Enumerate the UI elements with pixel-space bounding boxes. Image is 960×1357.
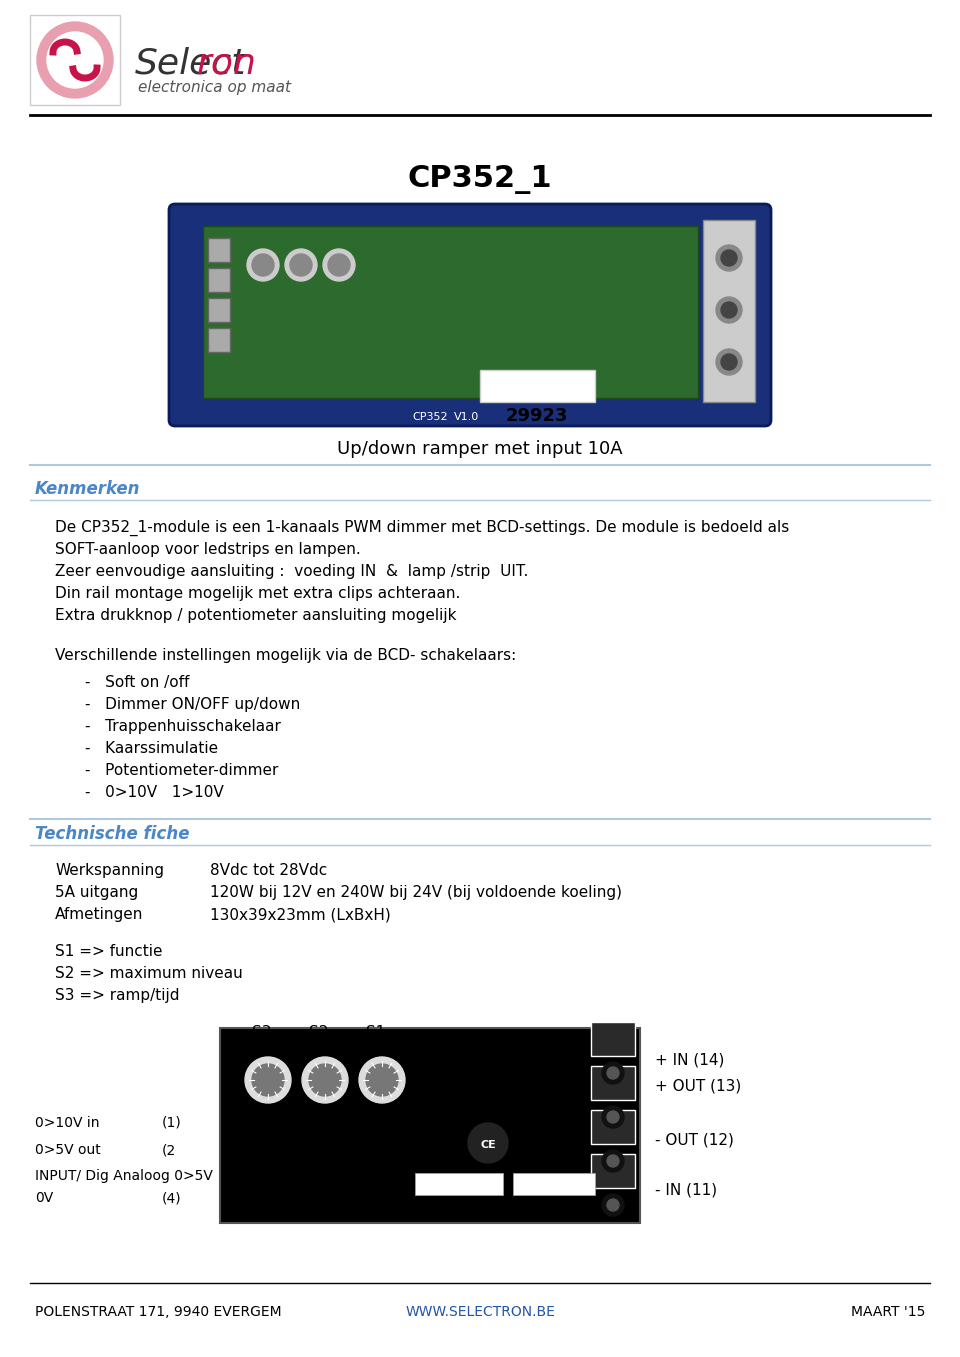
Text: Kenmerken: Kenmerken xyxy=(35,480,140,498)
Circle shape xyxy=(252,1064,284,1096)
Circle shape xyxy=(245,1057,291,1103)
Bar xyxy=(220,1029,640,1223)
Text: S2: S2 xyxy=(309,1025,328,1039)
Circle shape xyxy=(607,1200,619,1210)
Bar xyxy=(591,1110,635,1144)
Text: (1): (1) xyxy=(162,1115,181,1130)
Text: ron: ron xyxy=(197,47,257,81)
Text: - IN (11): - IN (11) xyxy=(655,1182,717,1197)
Circle shape xyxy=(323,248,355,281)
Circle shape xyxy=(716,246,742,271)
Circle shape xyxy=(252,254,274,275)
Text: V1.0: V1.0 xyxy=(454,413,480,422)
FancyBboxPatch shape xyxy=(30,15,120,104)
Text: Select: Select xyxy=(135,47,247,81)
Circle shape xyxy=(721,354,737,370)
Text: v1.1: v1.1 xyxy=(475,1201,496,1210)
Text: CP352: CP352 xyxy=(412,413,447,422)
Bar xyxy=(208,299,230,322)
Bar xyxy=(415,1172,503,1196)
Text: Verschillende instellingen mogelijk via de BCD- schakelaars:: Verschillende instellingen mogelijk via … xyxy=(55,649,516,664)
Circle shape xyxy=(468,1124,508,1163)
Text: Zeer eenvoudige aansluiting :  voeding IN  &  lamp /strip  UIT.: Zeer eenvoudige aansluiting : voeding IN… xyxy=(55,565,528,579)
Bar xyxy=(208,328,230,351)
Text: (2: (2 xyxy=(162,1143,177,1158)
Text: 0>5V out: 0>5V out xyxy=(35,1143,101,1158)
Circle shape xyxy=(602,1063,624,1084)
Text: 29923: 29923 xyxy=(506,407,568,425)
Bar xyxy=(591,1022,635,1056)
Circle shape xyxy=(721,303,737,318)
Bar xyxy=(208,267,230,292)
Bar xyxy=(203,227,698,398)
Text: POLENSTRAAT 171, 9940 EVERGEM: POLENSTRAAT 171, 9940 EVERGEM xyxy=(35,1305,281,1319)
Text: CE: CE xyxy=(480,1140,496,1149)
Text: Serial: Serial xyxy=(540,1201,567,1210)
Text: CP352: CP352 xyxy=(435,1201,467,1210)
Text: INPUT/ Dig Analoog 0>5V: INPUT/ Dig Analoog 0>5V xyxy=(35,1168,213,1183)
Circle shape xyxy=(328,254,350,275)
Text: WWW.SELECTRON.BE: WWW.SELECTRON.BE xyxy=(405,1305,555,1319)
Circle shape xyxy=(302,1057,348,1103)
Text: S3 => ramp/tijd: S3 => ramp/tijd xyxy=(55,988,180,1003)
Bar xyxy=(703,220,755,402)
Text: S3: S3 xyxy=(252,1025,272,1039)
Circle shape xyxy=(366,1064,398,1096)
Text: + OUT (13): + OUT (13) xyxy=(655,1079,741,1094)
Text: -   Potentiometer-dimmer: - Potentiometer-dimmer xyxy=(85,763,278,778)
Bar xyxy=(591,1067,635,1101)
Text: S1: S1 xyxy=(367,1025,386,1039)
Text: CP352_1: CP352_1 xyxy=(408,166,552,194)
Circle shape xyxy=(602,1149,624,1172)
FancyBboxPatch shape xyxy=(169,204,771,426)
Text: SOFT-aanloop voor ledstrips en lampen.: SOFT-aanloop voor ledstrips en lampen. xyxy=(55,541,361,556)
Circle shape xyxy=(47,33,103,88)
Circle shape xyxy=(290,254,312,275)
Bar xyxy=(513,1172,595,1196)
Circle shape xyxy=(247,248,279,281)
Text: 120W bij 12V en 240W bij 24V (bij voldoende koeling): 120W bij 12V en 240W bij 24V (bij voldoe… xyxy=(210,885,622,900)
Text: -   Kaarssimulatie: - Kaarssimulatie xyxy=(85,741,218,756)
Circle shape xyxy=(607,1111,619,1124)
Circle shape xyxy=(607,1155,619,1167)
Text: Din rail montage mogelijk met extra clips achteraan.: Din rail montage mogelijk met extra clip… xyxy=(55,586,461,601)
Text: 5A uitgang: 5A uitgang xyxy=(55,885,138,900)
Text: 130x39x23mm (LxBxH): 130x39x23mm (LxBxH) xyxy=(210,906,391,921)
Circle shape xyxy=(716,349,742,375)
Bar xyxy=(480,370,595,402)
Text: Werkspanning: Werkspanning xyxy=(55,863,164,878)
Text: De CP352_1-module is een 1-kanaals PWM dimmer met BCD-settings. De module is bed: De CP352_1-module is een 1-kanaals PWM d… xyxy=(55,520,789,536)
Text: -   Dimmer ON/OFF up/down: - Dimmer ON/OFF up/down xyxy=(85,697,300,712)
Circle shape xyxy=(359,1057,405,1103)
Bar xyxy=(208,237,230,262)
Circle shape xyxy=(716,297,742,323)
Text: -   Soft on /off: - Soft on /off xyxy=(85,674,189,689)
Text: - OUT (12): - OUT (12) xyxy=(655,1133,733,1148)
Circle shape xyxy=(602,1194,624,1216)
Text: + IN (14): + IN (14) xyxy=(655,1053,725,1068)
Text: -   Trappenhuisschakelaar: - Trappenhuisschakelaar xyxy=(85,719,281,734)
Text: Up/down ramper met input 10A: Up/down ramper met input 10A xyxy=(337,440,623,459)
Circle shape xyxy=(607,1067,619,1079)
Circle shape xyxy=(285,248,317,281)
Text: 0>10V in: 0>10V in xyxy=(35,1115,100,1130)
Text: Extra drukknop / potentiometer aansluiting mogelijk: Extra drukknop / potentiometer aansluiti… xyxy=(55,608,457,623)
Bar xyxy=(591,1153,635,1187)
Text: Afmetingen: Afmetingen xyxy=(55,906,143,921)
Circle shape xyxy=(37,22,113,98)
Text: electronica op maat: electronica op maat xyxy=(138,80,291,95)
Text: S1 => functie: S1 => functie xyxy=(55,944,162,959)
Circle shape xyxy=(721,250,737,266)
Text: S2 => maximum niveau: S2 => maximum niveau xyxy=(55,966,243,981)
Text: 0V: 0V xyxy=(35,1191,53,1205)
Text: 8Vdc tot 28Vdc: 8Vdc tot 28Vdc xyxy=(210,863,327,878)
Circle shape xyxy=(309,1064,341,1096)
Text: -   0>10V   1>10V: - 0>10V 1>10V xyxy=(85,784,224,801)
Text: MAART '15: MAART '15 xyxy=(851,1305,925,1319)
Text: Technische fiche: Technische fiche xyxy=(35,825,189,843)
Text: (4): (4) xyxy=(162,1191,181,1205)
Circle shape xyxy=(602,1106,624,1128)
